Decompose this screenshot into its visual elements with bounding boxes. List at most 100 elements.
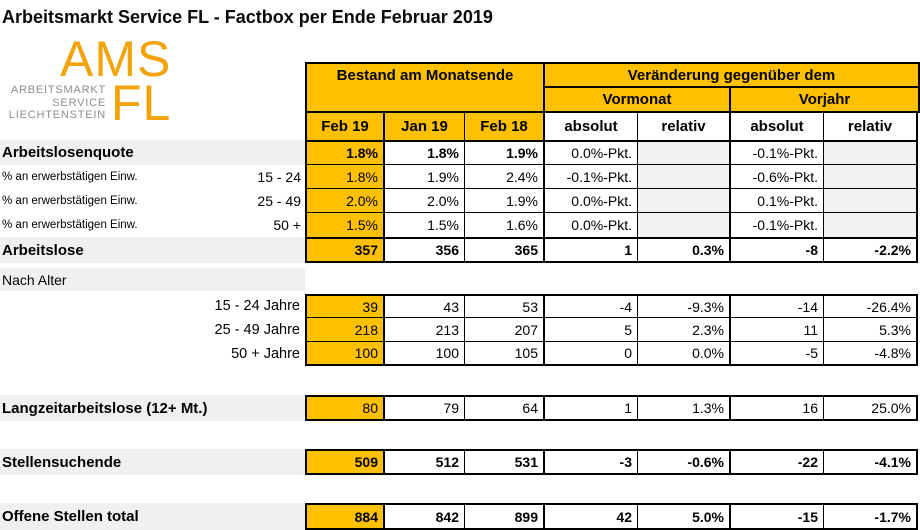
cell-vj-relativ: -26.4% [824,294,918,318]
col-header-vm-absolut: absolut [545,113,638,140]
cell-vj-relativ: 5.3% [824,318,918,342]
cell-feb18: 1.9% [465,140,545,165]
cell-feb19: 100 [305,342,385,366]
cell-feb18: 899 [465,503,545,530]
table-row-langzeitarbeitslose: Langzeitarbeitslose (12+ Mt.) 80 79 64 1… [0,395,920,421]
factbox-table: Bestand am Monatsende Veränderung gegenü… [0,62,920,530]
row-label-text: % an erwerbstätigen Einw. [2,171,138,183]
cell-vj-absolut: -14 [731,294,824,318]
table-row-quote-15-24: % an erwerbstätigen Einw. 15 - 24 1.8% 1… [0,165,920,189]
row-label-text: % an erwerbstätigen Einw. [2,219,138,231]
cell-jan19: 842 [385,503,465,530]
cell-vj-relativ: -1.7% [824,503,918,530]
cell-vm-absolut: -0.1%-Pkt. [545,165,638,189]
cell-vj-absolut: 0.1%-Pkt. [731,189,824,213]
cell-jan19: 2.0% [385,189,465,213]
table-row-15-24-jahre: 15 - 24 Jahre 39 43 53 -4 -9.3% -14 -26.… [0,294,920,318]
cell-jan19: 1.8% [385,140,465,165]
table-row-25-49-jahre: 25 - 49 Jahre 218 213 207 5 2.3% 11 5.3% [0,318,920,342]
cell-vj-absolut: 16 [731,395,824,421]
row-label: % an erwerbstätigen Einw. 50 + [0,213,305,237]
ams-fl-logo: AMS ARBEITSMARKT SERVICE LIECHTENSTEIN F… [0,34,190,138]
cell-feb18: 2.4% [465,165,545,189]
cell-feb19: 39 [305,294,385,318]
header-veraenderung: Veränderung gegenüber dem [545,62,920,88]
cell-feb19: 1.8% [305,140,385,165]
cell-vm-absolut: 42 [545,503,638,530]
cell-jan19: 356 [385,237,465,263]
row-label-range: 25 - 49 [257,193,301,209]
cell-vm-absolut: 1 [545,237,638,263]
table-row-stellensuchende: Stellensuchende 509 512 531 -3 -0.6% -22… [0,449,920,475]
cell-feb18: 64 [465,395,545,421]
logo-ams-text: AMS [60,31,172,87]
col-header-jan19: Jan 19 [385,113,465,140]
cell-feb19: 2.0% [305,189,385,213]
row-label-text: % an erwerbstätigen Einw. [2,195,138,207]
cell-feb18: 207 [465,318,545,342]
cell-vj-absolut: 11 [731,318,824,342]
cell-vm-relativ [638,165,731,189]
cell-vj-absolut: -5 [731,342,824,366]
col-header-feb18: Feb 18 [465,113,545,140]
table-row-50plus-jahre: 50 + Jahre 100 100 105 0 0.0% -5 -4.8% [0,342,920,366]
table-row-arbeitslose: Arbeitslose 357 356 365 1 0.3% -8 -2.2% [0,237,920,263]
cell-jan19: 43 [385,294,465,318]
cell-vj-relativ: -4.1% [824,449,918,475]
row-label: % an erwerbstätigen Einw. 15 - 24 [0,165,305,189]
cell-feb19: 218 [305,318,385,342]
cell-vj-absolut: -22 [731,449,824,475]
row-label: 50 + Jahre [231,346,300,362]
cell-feb19: 509 [305,449,385,475]
col-header-feb19: Feb 19 [305,113,385,140]
row-label: Stellensuchende [0,449,305,475]
spacer [0,263,920,268]
spacer [0,366,920,395]
cell-vm-absolut: -3 [545,449,638,475]
cell-feb19: 80 [305,395,385,421]
cell-vm-relativ: 0.3% [638,237,731,263]
cell-jan19: 79 [385,395,465,421]
cell-feb18: 531 [465,449,545,475]
row-label-range: 50 + [273,217,301,233]
cell-feb19: 357 [305,237,385,263]
cell-vm-relativ: 0.0% [638,342,731,366]
cell-vm-relativ [638,213,731,237]
cell-vm-relativ: 5.0% [638,503,731,530]
cell-vm-relativ [638,140,731,165]
cell-feb18: 365 [465,237,545,263]
table-row-nach-alter: Nach Alter [0,268,920,291]
cell-jan19: 1.5% [385,213,465,237]
cell-vm-absolut: 0.0%-Pkt. [545,213,638,237]
spacer [0,421,920,449]
cell-vj-absolut: -8 [731,237,824,263]
header-bestand: Bestand am Monatsende [305,62,545,113]
cell-vj-relativ [824,165,918,189]
col-header-vj-absolut: absolut [731,113,824,140]
cell-vm-absolut: 0.0%-Pkt. [545,189,638,213]
cell-feb18: 53 [465,294,545,318]
cell-feb19: 1.8% [305,165,385,189]
col-header-vm-relativ: relativ [638,113,731,140]
header-vorjahr: Vorjahr [731,88,920,113]
cell-vm-absolut: -4 [545,294,638,318]
table-header: Bestand am Monatsende Veränderung gegenü… [0,62,920,140]
cell-jan19: 213 [385,318,465,342]
spacer [0,475,920,503]
row-label: Langzeitarbeitslose (12+ Mt.) [0,395,305,421]
cell-feb19: 1.5% [305,213,385,237]
row-label: % an erwerbstätigen Einw. 25 - 49 [0,189,305,213]
cell-vj-absolut: -15 [731,503,824,530]
cell-vm-relativ: 2.3% [638,318,731,342]
cell-jan19: 512 [385,449,465,475]
page-title: Arbeitsmarkt Service FL - Factbox per En… [2,7,493,27]
cell-vj-absolut: -0.1%-Pkt. [731,140,824,165]
cell-vj-absolut: -0.6%-Pkt. [731,165,824,189]
cell-jan19: 100 [385,342,465,366]
cell-vj-relativ [824,213,918,237]
cell-feb18: 1.6% [465,213,545,237]
cell-vj-relativ: -4.8% [824,342,918,366]
cell-jan19: 1.9% [385,165,465,189]
row-label: Arbeitslosenquote [0,140,305,165]
cell-vm-absolut: 5 [545,318,638,342]
